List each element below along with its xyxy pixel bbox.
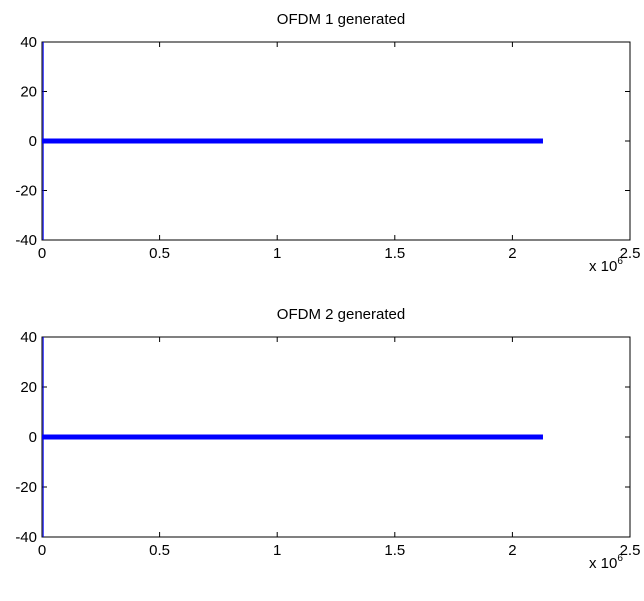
x-tick-label: 0.5 bbox=[149, 245, 170, 262]
subplot-1: OFDM 1 generated 0 0.5 1 1.5 2 2.5 40 20 0 -20 -40… bbox=[15, 11, 640, 275]
subplot-1-ticks: 0 0.5 1 1.5 2 2.5 40 20 0 -20 -40 bbox=[15, 34, 640, 262]
subplot-1-title: OFDM 1 generated bbox=[277, 11, 405, 28]
x-tick-label: 1.5 bbox=[384, 245, 405, 262]
signal-band bbox=[42, 434, 543, 440]
subplot-1-series bbox=[42, 42, 543, 240]
y-tick-label: -40 bbox=[15, 529, 37, 546]
y-tick-label: 0 bbox=[29, 133, 37, 150]
x-tick-label: 1.5 bbox=[384, 542, 405, 559]
x-tick-label: 2 bbox=[508, 542, 516, 559]
x-tick-label: 0 bbox=[38, 245, 46, 262]
subplot-1-x-multiplier: x 106 bbox=[589, 256, 623, 275]
subplot-2-x-multiplier: x 106 bbox=[589, 553, 623, 572]
y-tick-label: -20 bbox=[15, 183, 37, 200]
y-tick-label: -20 bbox=[15, 479, 37, 496]
y-tick-label: 40 bbox=[20, 34, 37, 51]
y-tick-label: 0 bbox=[29, 429, 37, 446]
subplot-2-series bbox=[42, 337, 543, 537]
x-tick-label: 2.5 bbox=[620, 245, 641, 262]
x-tick-label: 0.5 bbox=[149, 542, 170, 559]
subplot-2: OFDM 2 generated 0 0.5 1 1.5 2 2.5 40 20 0 -20 -40… bbox=[15, 306, 640, 572]
x-tick-label: 1 bbox=[273, 245, 281, 262]
x-tick-label: 2.5 bbox=[620, 542, 641, 559]
x-tick-label: 2 bbox=[508, 245, 516, 262]
y-tick-label: -40 bbox=[15, 232, 37, 249]
y-tick-label: 20 bbox=[20, 84, 37, 101]
signal-band bbox=[42, 138, 543, 144]
subplot-2-ticks: 0 0.5 1 1.5 2 2.5 40 20 0 -20 -40 bbox=[15, 329, 640, 559]
subplot-2-title: OFDM 2 generated bbox=[277, 306, 405, 323]
x-tick-label: 1 bbox=[273, 542, 281, 559]
x-tick-label: 0 bbox=[38, 542, 46, 559]
y-tick-label: 20 bbox=[20, 379, 37, 396]
y-tick-label: 40 bbox=[20, 329, 37, 346]
